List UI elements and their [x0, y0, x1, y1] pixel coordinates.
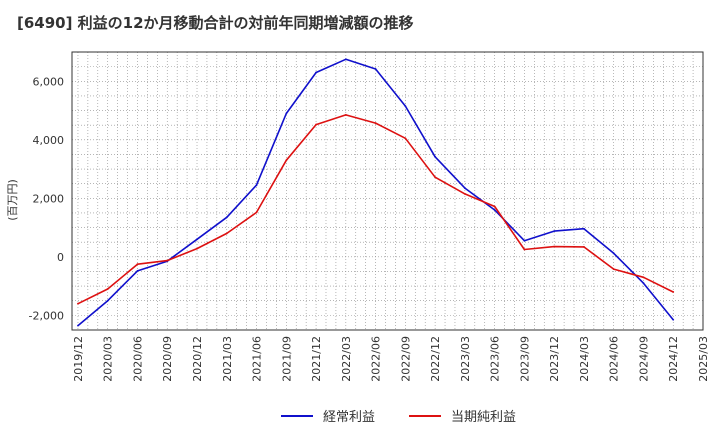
- x-tick-label: 2023/06: [489, 336, 502, 382]
- x-tick-label: 2022/06: [370, 336, 383, 382]
- x-tick-label: 2021/06: [251, 336, 264, 382]
- x-tick-label: 2020/06: [131, 336, 144, 382]
- y-axis-label: (百万円): [6, 179, 19, 221]
- grid: [72, 51, 704, 331]
- data-point: [404, 105, 407, 108]
- x-tick-label: 2023/12: [548, 336, 561, 382]
- data-point: [225, 216, 228, 219]
- data-point: [136, 269, 139, 272]
- data-point: [315, 71, 317, 74]
- y-tick-label: 0: [57, 251, 64, 264]
- data-point: [136, 263, 139, 266]
- data-point: [404, 137, 407, 140]
- data-point: [77, 302, 79, 305]
- data-point: [493, 209, 496, 211]
- x-tick-label: 2022/03: [340, 336, 353, 382]
- data-point: [344, 58, 347, 61]
- legend-label: 経常利益: [323, 410, 375, 425]
- data-point: [106, 299, 109, 302]
- y-tick-label: -2,000: [29, 309, 64, 322]
- x-axis-ticks: 2019/12 2020/03 2020/06 2020/09 2020/12 2021/…: [72, 336, 710, 382]
- data-point: [612, 268, 615, 271]
- data-point: [315, 123, 317, 126]
- data-point: [196, 247, 198, 250]
- data-point: [523, 239, 526, 242]
- legend: 経常利益 当期純利益: [281, 410, 516, 425]
- chart-title: [6490] 利益の12か月移動合計の対前年同期増減額の推移: [17, 14, 414, 32]
- data-point: [612, 252, 615, 255]
- data-point: [344, 114, 347, 116]
- data-point: [523, 248, 526, 251]
- data-point: [166, 259, 169, 262]
- x-tick-label: 2020/09: [161, 336, 174, 382]
- data-point: [374, 68, 377, 70]
- data-point: [493, 205, 496, 208]
- data-point: [285, 159, 288, 162]
- data-point: [255, 211, 258, 214]
- data-point: [672, 291, 675, 293]
- x-tick-label: 2023/09: [518, 336, 531, 382]
- data-point: [553, 230, 556, 232]
- data-point: [434, 176, 437, 179]
- data-point: [672, 318, 675, 321]
- y-tick-label: 6,000: [33, 75, 65, 88]
- y-tick-label: 2,000: [33, 192, 65, 205]
- y-tick-label: 4,000: [33, 134, 65, 147]
- x-tick-label: 2023/03: [459, 336, 472, 382]
- x-tick-label: 2022/09: [399, 336, 412, 382]
- data-point: [255, 184, 258, 187]
- data-point: [77, 324, 79, 327]
- data-point: [583, 245, 585, 248]
- x-tick-label: 2024/06: [608, 336, 621, 382]
- data-point: [434, 155, 437, 158]
- x-tick-label: 2024/09: [637, 336, 650, 382]
- x-tick-label: 2021/09: [280, 336, 293, 382]
- data-point: [553, 245, 556, 248]
- data-point: [196, 238, 198, 241]
- x-tick-label: 2020/12: [191, 336, 204, 382]
- x-tick-label: 2022/12: [429, 336, 442, 382]
- x-tick-label: 2021/12: [310, 336, 323, 382]
- data-point: [285, 112, 288, 115]
- x-tick-label: 2019/12: [72, 336, 85, 382]
- data-point: [374, 122, 377, 125]
- series-lines: [77, 58, 675, 327]
- data-point: [463, 187, 466, 189]
- data-point: [642, 282, 645, 285]
- data-point: [106, 288, 109, 290]
- data-point: [225, 232, 228, 235]
- data-point: [642, 276, 645, 279]
- series-line-0: [77, 58, 674, 327]
- y-axis-ticks: -2,000 0 2,000 4,000 6,000: [29, 75, 64, 322]
- series-line-1: [77, 114, 674, 305]
- x-tick-label: 2025/03: [697, 336, 710, 382]
- data-point: [463, 193, 466, 195]
- x-tick-label: 2021/03: [221, 336, 234, 382]
- data-point: [583, 227, 585, 230]
- x-tick-label: 2020/03: [102, 336, 115, 382]
- legend-label: 当期純利益: [451, 410, 516, 425]
- plot-frame: [71, 51, 704, 331]
- x-tick-label: 2024/03: [578, 336, 591, 382]
- x-tick-label: 2024/12: [667, 336, 680, 382]
